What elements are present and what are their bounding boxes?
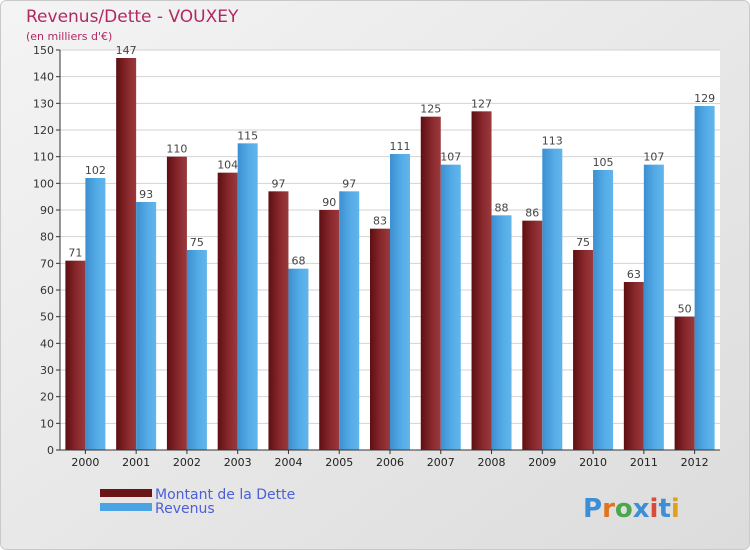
y-tick-label: 0 <box>47 444 54 457</box>
y-tick-label: 20 <box>40 391 54 404</box>
value-label-debt: 71 <box>68 247 82 260</box>
bar-revenus <box>237 143 258 451</box>
value-label-revenus: 107 <box>643 151 664 164</box>
value-label-debt: 83 <box>373 215 387 228</box>
x-tick-label: 2002 <box>173 456 201 469</box>
y-tick-label: 70 <box>40 257 54 270</box>
y-tick-label: 60 <box>40 284 54 297</box>
value-label-debt: 75 <box>576 236 590 249</box>
bar-debt <box>116 58 137 450</box>
bar-revenus <box>85 178 106 450</box>
x-axis-ticks: 2000 2001 2002 2003 2004 2005 2006 2007 2008 2009… <box>71 450 709 469</box>
bar-debt <box>370 228 390 450</box>
bar-revenus <box>643 164 664 450</box>
bar-revenus <box>593 170 614 450</box>
x-tick-label: 2010 <box>579 456 607 469</box>
value-labels: 71 102 147 93 110 75 104 115 97 68 90 97 83 111 125 107… <box>68 44 715 316</box>
x-tick-label: 2012 <box>681 456 709 469</box>
value-label-revenus: 75 <box>190 236 204 249</box>
y-tick-label: 150 <box>33 44 54 57</box>
bar-revenus <box>136 202 157 450</box>
value-label-revenus: 113 <box>542 135 563 148</box>
y-tick-label: 90 <box>40 204 54 217</box>
y-tick-label: 140 <box>33 71 54 84</box>
bar-debt <box>471 111 492 450</box>
y-tick-label: 130 <box>33 97 54 110</box>
x-tick-label: 2009 <box>528 456 556 469</box>
y-tick-label: 40 <box>40 337 54 350</box>
x-tick-label: 2004 <box>274 456 302 469</box>
bar-debt <box>319 210 340 450</box>
x-tick-label: 2000 <box>71 456 99 469</box>
y-tick-label: 10 <box>40 417 54 430</box>
bar-debt <box>674 316 695 450</box>
bar-debt <box>65 260 86 450</box>
value-label-revenus: 97 <box>342 177 356 190</box>
value-label-debt: 90 <box>322 196 336 209</box>
value-label-revenus: 115 <box>237 129 258 142</box>
value-label-revenus: 111 <box>390 140 411 153</box>
legend-swatch-revenus <box>100 503 152 511</box>
value-label-debt: 125 <box>420 103 441 116</box>
value-label-debt: 147 <box>116 44 137 57</box>
x-tick-label: 2006 <box>376 456 404 469</box>
value-label-revenus: 105 <box>593 156 614 169</box>
y-tick-label: 120 <box>33 124 54 137</box>
bar-debt <box>166 156 187 450</box>
legend-label-debt: Montant de la Dette <box>155 487 295 503</box>
y-tick-label: 30 <box>40 364 54 377</box>
bar-debt <box>623 282 644 450</box>
bar-revenus <box>288 268 309 450</box>
bar-revenus <box>440 164 461 450</box>
y-tick-label: 50 <box>40 311 54 324</box>
value-label-debt: 97 <box>271 177 285 190</box>
y-tick-label: 80 <box>40 231 54 244</box>
bar-revenus <box>339 191 360 451</box>
bars <box>65 58 715 451</box>
legend-swatch-debt <box>100 489 152 497</box>
x-tick-label: 2005 <box>325 456 353 469</box>
bar-revenus <box>186 250 207 450</box>
x-tick-label: 2011 <box>630 456 658 469</box>
bar-revenus <box>491 215 512 450</box>
bar-debt <box>522 220 543 450</box>
y-tick-label: 110 <box>33 151 54 164</box>
bar-debt <box>217 172 238 450</box>
legend: Montant de la Dette Revenus <box>100 487 295 517</box>
y-tick-label: 100 <box>33 177 54 190</box>
value-label-debt: 104 <box>217 159 238 172</box>
chart-title: Revenus/Dette - VOUXEY <box>26 7 239 27</box>
value-label-revenus: 93 <box>139 188 153 201</box>
value-label-revenus: 129 <box>694 92 715 105</box>
bar-revenus <box>694 106 715 450</box>
bar-debt <box>573 250 594 450</box>
x-tick-label: 2007 <box>427 456 455 469</box>
value-label-revenus: 68 <box>291 255 305 268</box>
value-label-debt: 50 <box>678 303 692 316</box>
x-tick-label: 2008 <box>478 456 506 469</box>
bar-debt <box>268 191 289 451</box>
x-tick-label: 2001 <box>122 456 150 469</box>
proxiti-logo: Proxiti <box>583 494 680 524</box>
chart-subtitle: (en milliers d'€) <box>26 30 112 43</box>
value-label-revenus: 102 <box>85 164 106 177</box>
value-label-debt: 63 <box>627 268 641 281</box>
brand-wordmark: Proxiti <box>583 494 680 524</box>
bar-revenus <box>390 154 410 450</box>
bar-debt <box>420 116 441 451</box>
bar-revenus <box>542 148 563 450</box>
x-tick-label: 2003 <box>224 456 252 469</box>
value-label-debt: 110 <box>166 143 187 156</box>
value-label-debt: 86 <box>525 207 539 220</box>
legend-label-revenus: Revenus <box>155 501 215 517</box>
value-label-debt: 127 <box>471 97 492 110</box>
value-label-revenus: 88 <box>495 201 509 214</box>
y-axis-ticks: 0 10 20 30 40 50 60 70 80 90 100 110 120 130 140 150 <box>33 44 60 457</box>
value-label-revenus: 107 <box>440 151 461 164</box>
